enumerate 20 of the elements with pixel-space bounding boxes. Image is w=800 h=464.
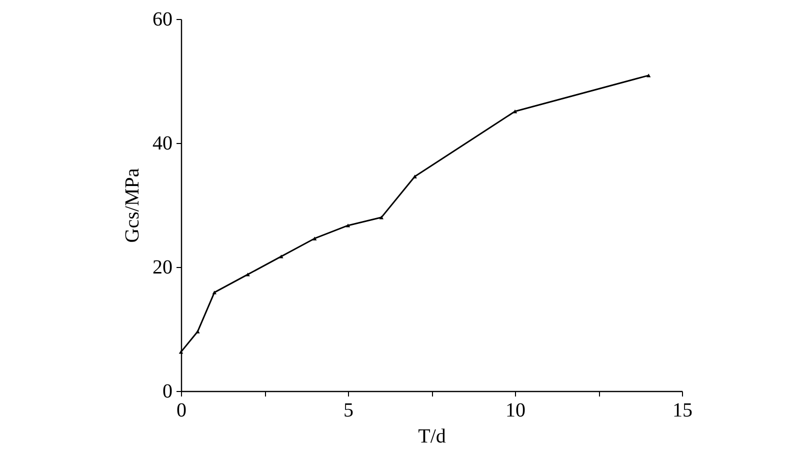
point	[412, 174, 417, 178]
point	[346, 224, 350, 228]
y-tick-label: 40	[152, 132, 172, 154]
point	[312, 236, 317, 240]
point	[212, 290, 217, 294]
point	[646, 74, 651, 78]
y-axis-title: Gcs/MPa	[122, 168, 144, 243]
point	[279, 254, 284, 258]
point	[246, 272, 250, 276]
x-axis-title: T/d	[418, 426, 446, 448]
x-tick-label: 10	[506, 400, 526, 422]
y-tick-label: 0	[162, 380, 172, 402]
x-tick-label: 0	[176, 400, 186, 422]
point	[512, 110, 518, 114]
point	[178, 350, 184, 354]
point	[196, 330, 200, 334]
x-tick-label: 15	[672, 400, 692, 422]
y-tick-label: 20	[152, 256, 172, 278]
y-tick-label: 60	[152, 8, 172, 30]
x-tick-label: 5	[344, 400, 354, 422]
